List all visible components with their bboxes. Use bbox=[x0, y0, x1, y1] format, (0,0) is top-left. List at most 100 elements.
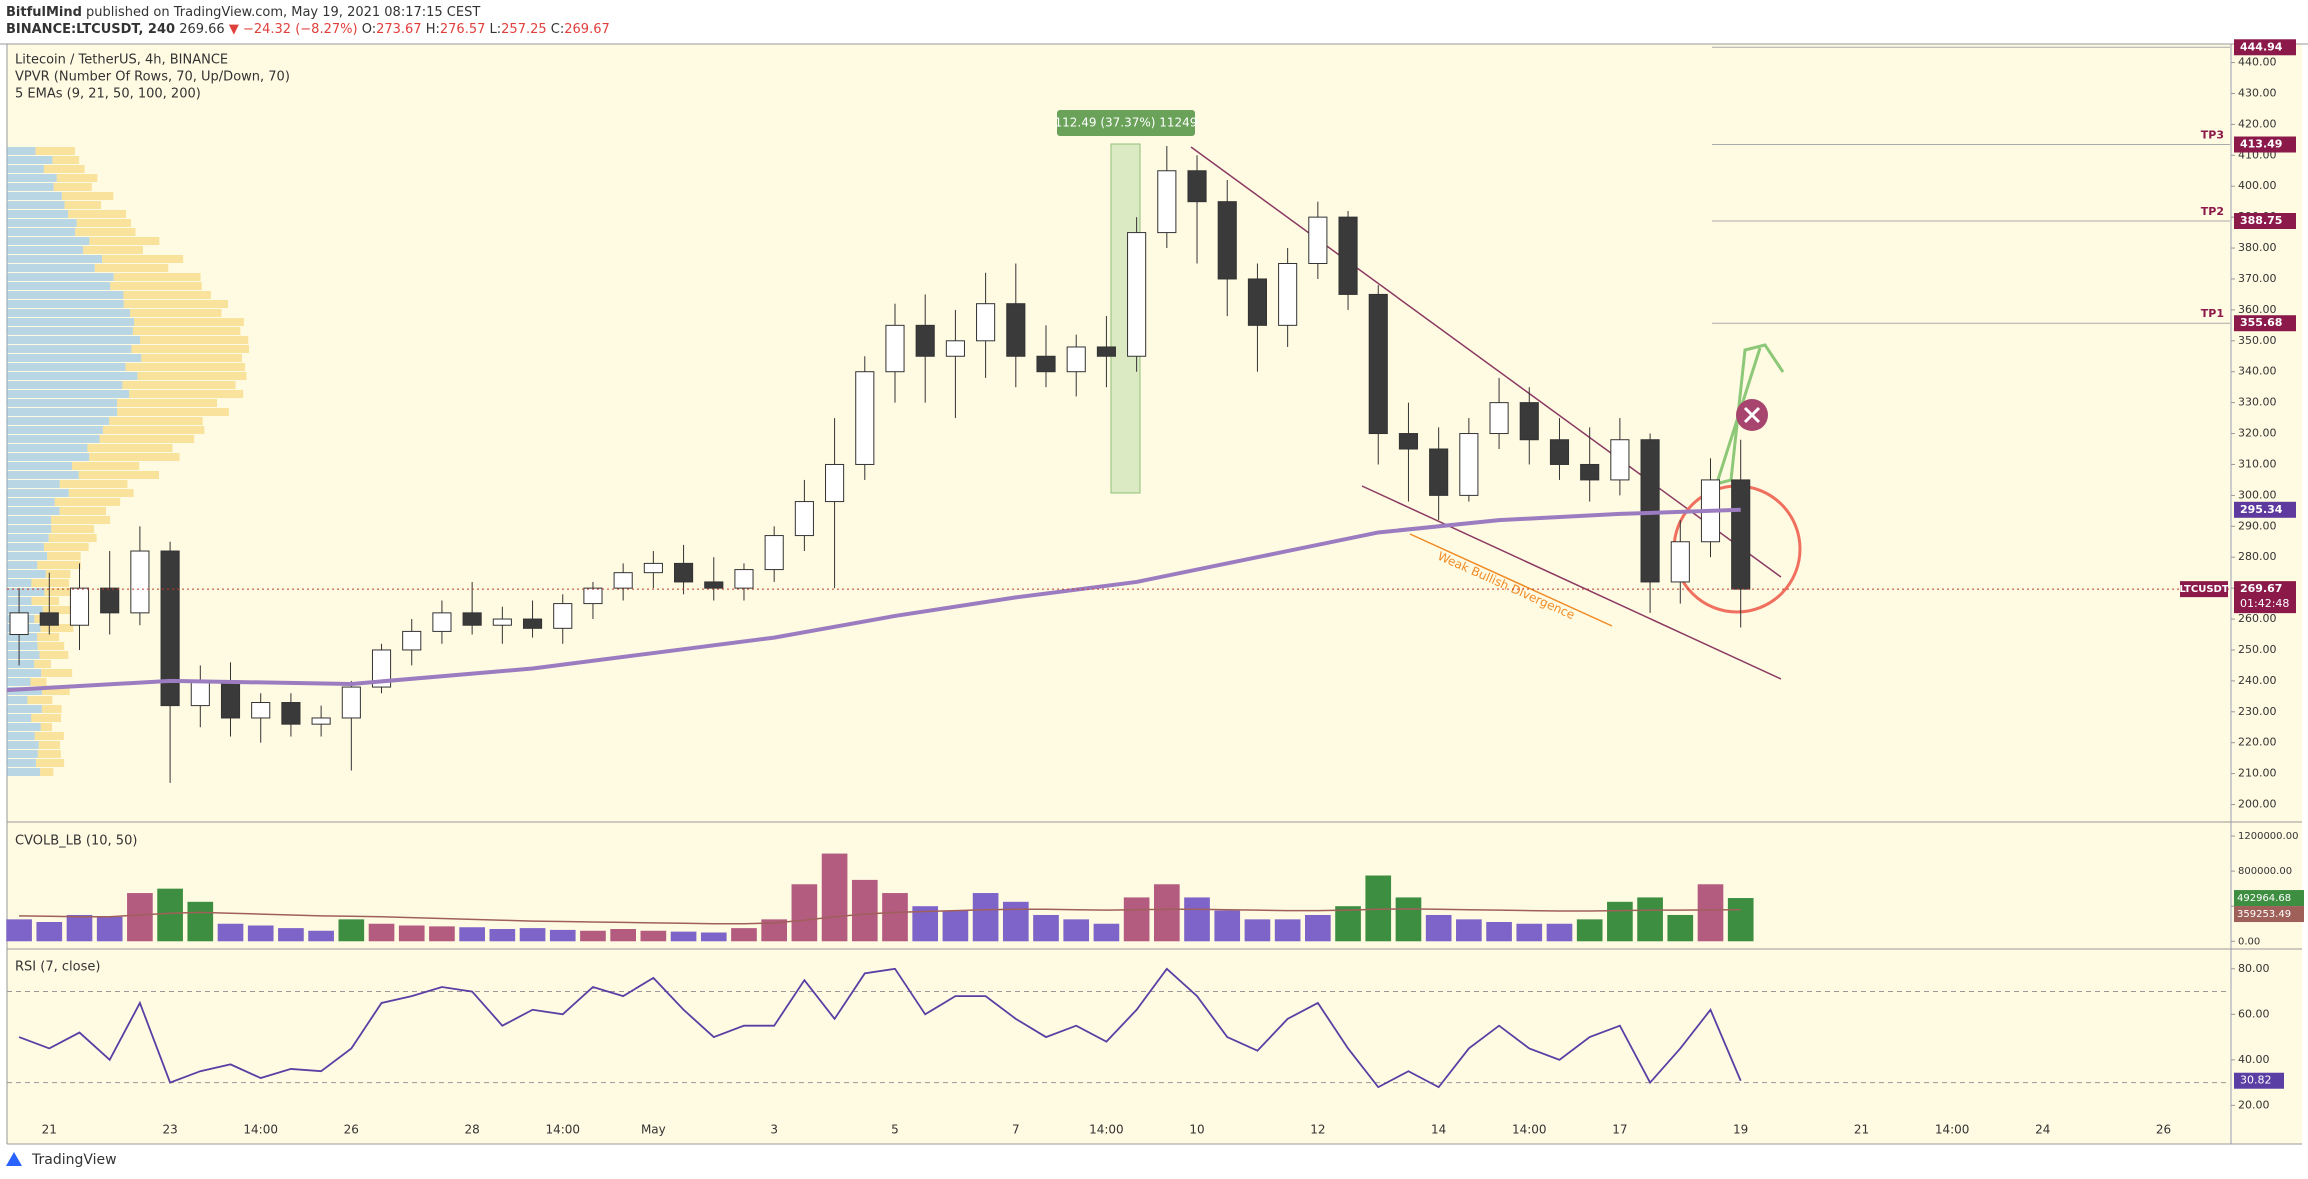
volume-bar bbox=[1425, 914, 1452, 942]
profile-row bbox=[31, 597, 60, 605]
volume-bar bbox=[1244, 919, 1271, 942]
y-tick-label: 360.00 bbox=[2238, 303, 2277, 316]
profile-row bbox=[7, 570, 46, 578]
profile-row bbox=[7, 192, 62, 200]
y-tick-label: 60.00 bbox=[2238, 1007, 2270, 1020]
volume-bar bbox=[127, 893, 153, 942]
candle-body bbox=[1731, 479, 1751, 590]
profile-row bbox=[59, 507, 106, 515]
volume-bar bbox=[670, 931, 697, 942]
candle-body bbox=[1217, 201, 1237, 280]
price-badge-label: 295.34 bbox=[2240, 503, 2283, 516]
y-tick-label: 250.00 bbox=[2238, 643, 2277, 656]
candle-body bbox=[39, 612, 59, 626]
candle-body bbox=[945, 340, 965, 357]
volume-bar bbox=[36, 921, 63, 942]
profile-row bbox=[7, 264, 95, 272]
profile-row bbox=[7, 210, 69, 218]
price-badge bbox=[2234, 136, 2296, 153]
x-tick-label: 5 bbox=[891, 1123, 899, 1137]
profile-row bbox=[43, 165, 85, 173]
candle-body bbox=[855, 371, 875, 465]
profile-row bbox=[7, 399, 118, 407]
profile-row bbox=[34, 660, 51, 668]
profile-row bbox=[94, 264, 169, 272]
candle-body bbox=[1308, 216, 1328, 265]
candle-body bbox=[553, 603, 573, 629]
volume-bar bbox=[791, 884, 818, 942]
target-arrow bbox=[1711, 343, 1785, 487]
profile-row bbox=[61, 192, 114, 200]
ohlc-value: 257.25 bbox=[501, 22, 547, 37]
profile-row bbox=[7, 579, 32, 587]
profile-row bbox=[7, 372, 138, 380]
y-tick-label: 280.00 bbox=[2238, 550, 2277, 563]
profile-row bbox=[7, 435, 100, 443]
volume-bar bbox=[1123, 897, 1150, 942]
candle-body bbox=[1398, 433, 1419, 450]
candle-body bbox=[976, 303, 996, 342]
volume-bar bbox=[1365, 875, 1392, 942]
volume-bar bbox=[821, 853, 848, 942]
volume-bar bbox=[187, 901, 214, 942]
legend-item: 5 EMAs (9, 21, 50, 100, 200) bbox=[15, 87, 201, 102]
candle-body bbox=[522, 618, 543, 629]
candle-body bbox=[1368, 293, 1388, 435]
ohlc-label: L: bbox=[490, 22, 502, 37]
volume-bar bbox=[1607, 901, 1633, 942]
volume-bar bbox=[247, 925, 274, 942]
candle-body bbox=[885, 324, 905, 373]
symbol-line: BINANCE:LTCUSDT, 240 269.66 ▼ −24.32 (−8… bbox=[6, 22, 610, 37]
candle-body bbox=[1278, 263, 1298, 326]
y-tick-label: 220.00 bbox=[2238, 736, 2277, 749]
profile-row bbox=[140, 336, 249, 344]
last-price: 269.66 bbox=[179, 22, 225, 37]
legend-title: Litecoin / TetherUS, 4h, BINANCE bbox=[15, 53, 228, 68]
rsi-line bbox=[18, 967, 1742, 1089]
volume-bar bbox=[580, 930, 606, 942]
value-badge bbox=[2234, 890, 2304, 907]
candle-body bbox=[764, 535, 784, 571]
volume-bar bbox=[942, 910, 969, 942]
candle-body bbox=[1036, 355, 1056, 373]
y-tick-label: 210.00 bbox=[2238, 767, 2277, 780]
profile-row bbox=[31, 579, 70, 587]
symbol: BINANCE:LTCUSDT, 240 bbox=[6, 22, 175, 37]
x-tick-label: 23 bbox=[162, 1123, 177, 1137]
volume-bar bbox=[459, 927, 485, 942]
volume-bar bbox=[882, 893, 908, 942]
profile-row bbox=[7, 525, 52, 533]
profile-row bbox=[40, 768, 54, 776]
candle-body bbox=[492, 618, 512, 626]
profile-row bbox=[48, 534, 97, 542]
volume-bar bbox=[1335, 906, 1361, 942]
price-badge bbox=[2234, 315, 2296, 332]
candle-body bbox=[371, 649, 392, 688]
ohlc-label: H: bbox=[426, 22, 440, 37]
x-tick-label: 28 bbox=[464, 1123, 479, 1137]
profile-row bbox=[68, 210, 127, 218]
y-tick-label: 320.00 bbox=[2238, 427, 2277, 440]
volume-bar bbox=[1697, 884, 1724, 942]
symbol-badge-box bbox=[2180, 581, 2228, 598]
y-tick-label: 300.00 bbox=[2238, 488, 2277, 501]
trendline bbox=[1361, 485, 1782, 680]
candle-body bbox=[1157, 170, 1177, 234]
volume-bar bbox=[761, 919, 788, 942]
profile-row bbox=[35, 147, 75, 155]
profile-row bbox=[7, 507, 60, 515]
y-tick-label: 0.00 bbox=[2238, 936, 2260, 947]
profile-row bbox=[54, 498, 121, 506]
profile-row bbox=[7, 255, 103, 263]
candle-body bbox=[1549, 439, 1570, 465]
candle-body bbox=[1066, 346, 1086, 373]
logo bbox=[6, 1152, 22, 1166]
candle-body bbox=[583, 587, 603, 605]
profile-row bbox=[89, 453, 180, 461]
y-tick-label: 80.00 bbox=[2238, 962, 2270, 975]
candle-body bbox=[1429, 448, 1449, 496]
profile-row bbox=[41, 705, 62, 713]
candle-body bbox=[311, 717, 331, 725]
volume-ma bbox=[19, 908, 1741, 925]
